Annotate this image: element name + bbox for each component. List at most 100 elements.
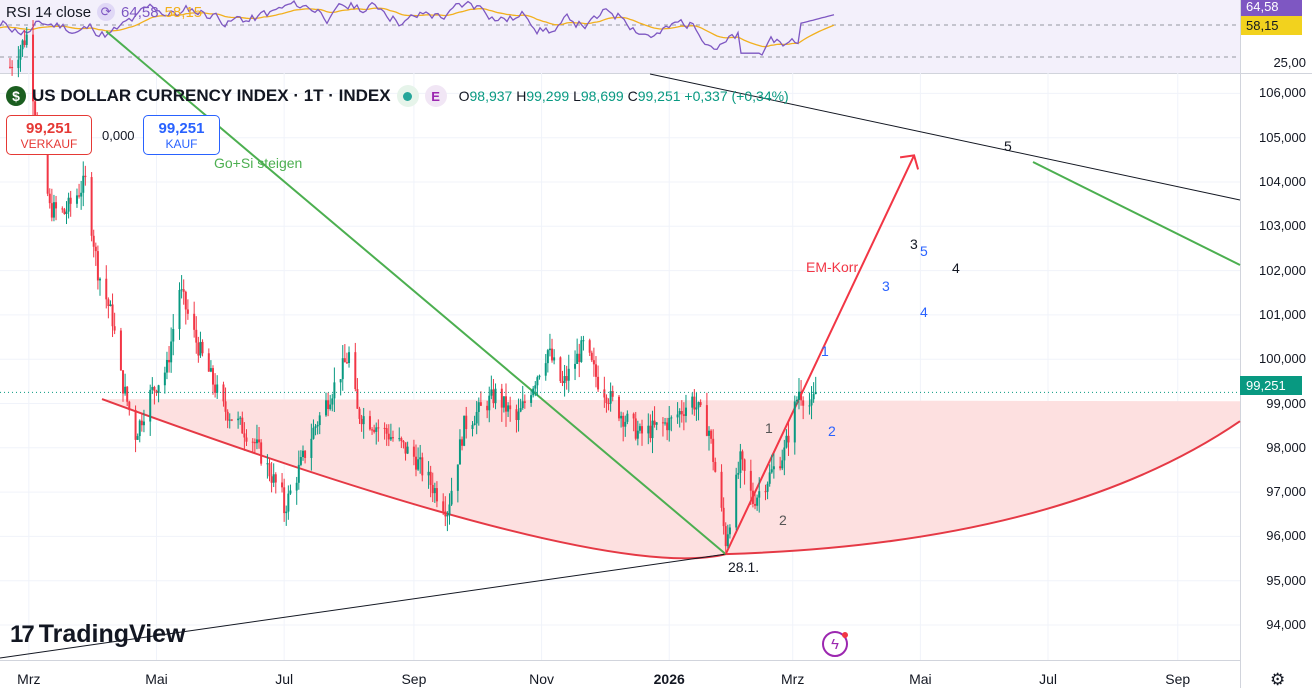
symbol-title[interactable]: US DOLLAR CURRENCY INDEX · 1T · INDEX [32,86,391,105]
candle-body [551,348,554,361]
candle-body [624,421,627,427]
candle-body [339,379,342,383]
price-axis-label: 94,000 [1266,617,1306,632]
candle-body [565,376,568,381]
candle-body [274,474,277,483]
candle-body [67,197,70,212]
candle-body [655,422,658,425]
refresh-icon[interactable]: ⟳ [97,3,116,21]
candle-body [23,40,26,45]
candle-body [153,386,156,391]
candle-body [140,420,143,426]
flash-icon[interactable]: ϟ [822,631,848,657]
candle-body [237,418,240,421]
candle-body [507,405,510,412]
candle-body [590,352,593,361]
candle-body [458,439,461,465]
candle-body [80,192,83,197]
tradingview-logo[interactable]: 17 TradingView [10,620,186,649]
candle-body [377,427,380,429]
candle-body [415,456,417,470]
symbol-legend[interactable]: $ US DOLLAR CURRENCY INDEX · 1T · INDEX … [6,85,789,107]
candle-body [341,358,344,380]
market-status-icon[interactable] [396,85,419,107]
candle-body [239,417,242,419]
candle-body [122,370,125,394]
candle-body [611,391,614,397]
wave-label-2-black: 2 [779,512,787,528]
candle-body [9,66,11,68]
candle-body [561,381,564,384]
time-axis-label: 2026 [653,671,685,687]
candle-body [486,405,489,411]
go-si-label: Go+Si steigen [214,155,303,171]
candle-body [348,352,351,363]
change-value: +0,337 (+0,34%) [684,88,789,104]
candle-body [756,497,759,506]
candle-body [270,476,273,483]
buy-button[interactable]: 99,251 KAUF [143,115,220,155]
candle-body [138,420,141,437]
candle-body [553,357,556,361]
candle-body [50,203,53,218]
candle-body [781,460,784,469]
price-axis-label: 100,000 [1259,351,1306,367]
sell-button[interactable]: 99,251 VERKAUF [6,115,92,155]
tradingview-wordmark: TradingView [38,620,186,648]
candle-body [720,471,723,508]
candle-body [548,348,551,351]
candle-body [329,404,332,410]
candle-body [810,399,813,406]
candle-body [157,385,160,393]
rsi-value-tag: 64,58 [1240,0,1302,16]
candle-body [61,208,64,210]
candle-body [534,385,537,389]
candle-body [461,439,464,446]
candle-body [605,397,608,404]
candle-body [684,407,687,416]
time-axis-label: Mrz [17,671,41,687]
rsi-legend[interactable]: RSI 14 close ⟳ 64,58 58,15 [6,3,202,21]
price-axis-label: 101,000 [1259,306,1306,322]
candle-body [419,457,422,460]
candle-body [764,491,767,493]
candle-body [186,309,189,314]
candle-body [795,399,798,402]
candle-body [724,526,727,547]
candle-body [84,175,87,178]
candle-body [699,402,702,406]
candle-body [260,442,263,464]
candle-body [741,451,744,460]
candle-body [592,360,595,365]
candle-body [682,414,685,416]
candle-body [105,278,108,300]
earnings-badge[interactable]: E [424,85,447,107]
candle-body [793,401,796,443]
candle-body [318,415,321,426]
candle-body [375,427,378,432]
candle-body [406,446,409,454]
candle-body [651,420,654,439]
rsi-value: 64,58 [121,3,159,21]
candle-body [193,313,196,330]
candle-body [492,389,495,404]
candle-body [126,386,129,402]
candle-body [207,353,210,372]
candle-body [354,352,357,390]
candle-body [362,416,365,425]
candle-body [272,474,275,483]
buy-label: KAUF [165,137,198,151]
time-axis-label: Sep [1165,671,1191,687]
candle-body [75,195,78,204]
candle-body [98,278,101,281]
candle-body [477,402,480,412]
price-axis-label: 106,000 [1259,85,1306,101]
candle-body [797,391,800,400]
candle-body [295,482,298,491]
settings-icon[interactable]: ⚙ [1270,670,1286,689]
candle-body [546,350,549,364]
candle-body [389,437,392,440]
candle-body [697,402,700,408]
candle-body [268,463,271,477]
